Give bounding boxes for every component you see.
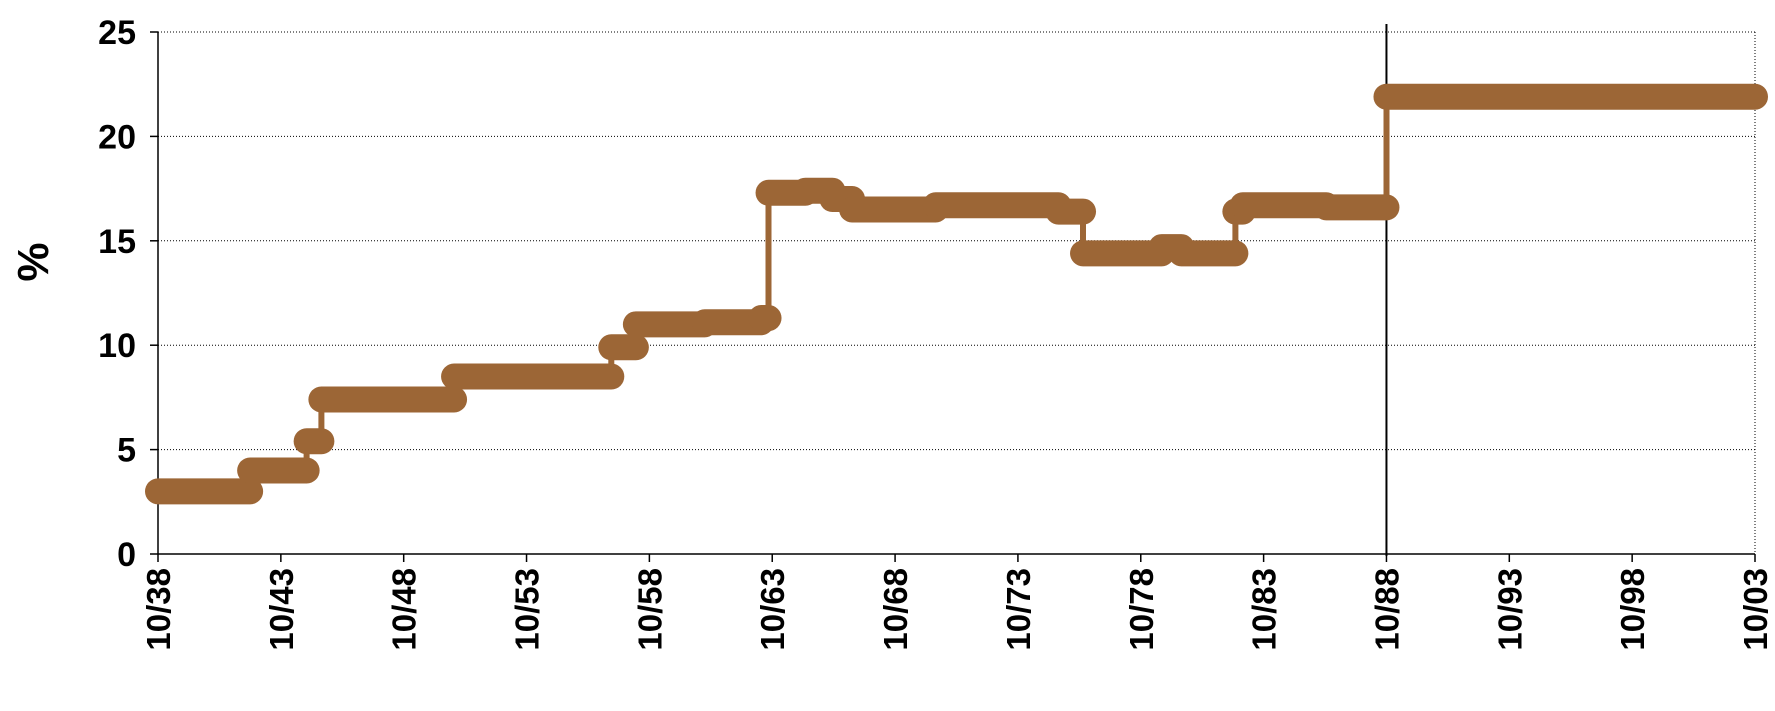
- x-tick-label: 10/48: [386, 568, 423, 651]
- x-tick-label: 10/43: [263, 568, 300, 651]
- series: [145, 83, 1768, 505]
- y-tick-label: 10: [98, 327, 136, 365]
- x-tick-label: 10/83: [1246, 568, 1283, 651]
- x-tick-label: 10/98: [1614, 568, 1651, 651]
- y-tick-label: 15: [98, 223, 136, 261]
- series-line: [158, 93, 1755, 495]
- x-tick-label: 10/53: [509, 568, 546, 651]
- x-tick-label: 10/88: [1368, 568, 1405, 651]
- y-tick-label: 5: [117, 432, 136, 470]
- x-tick-labels: 10/38 10/43 10/48 10/53 10/58 10/63 10/68 10/73…: [140, 568, 1774, 651]
- x-tick-label: 10/63: [754, 568, 791, 651]
- x-tick-label: 10/93: [1491, 568, 1528, 651]
- x-tick-label: 10/68: [877, 568, 914, 651]
- x-tick-label: 10/73: [1000, 568, 1037, 651]
- x-tick-label: 10/38: [140, 568, 177, 651]
- y-axis-label: %: [9, 242, 58, 281]
- y-tick-label: 20: [98, 118, 136, 156]
- y-tick-label: 0: [117, 536, 136, 574]
- x-tick-label: 10/78: [1123, 568, 1160, 651]
- y-tick-labels: 0 5 10 15 20 25: [98, 14, 136, 574]
- y-tick-label: 25: [98, 14, 136, 52]
- x-tick-label: 10/58: [631, 568, 668, 651]
- x-tick-label: 10/03: [1737, 568, 1774, 651]
- gridlines: [158, 31, 1755, 451]
